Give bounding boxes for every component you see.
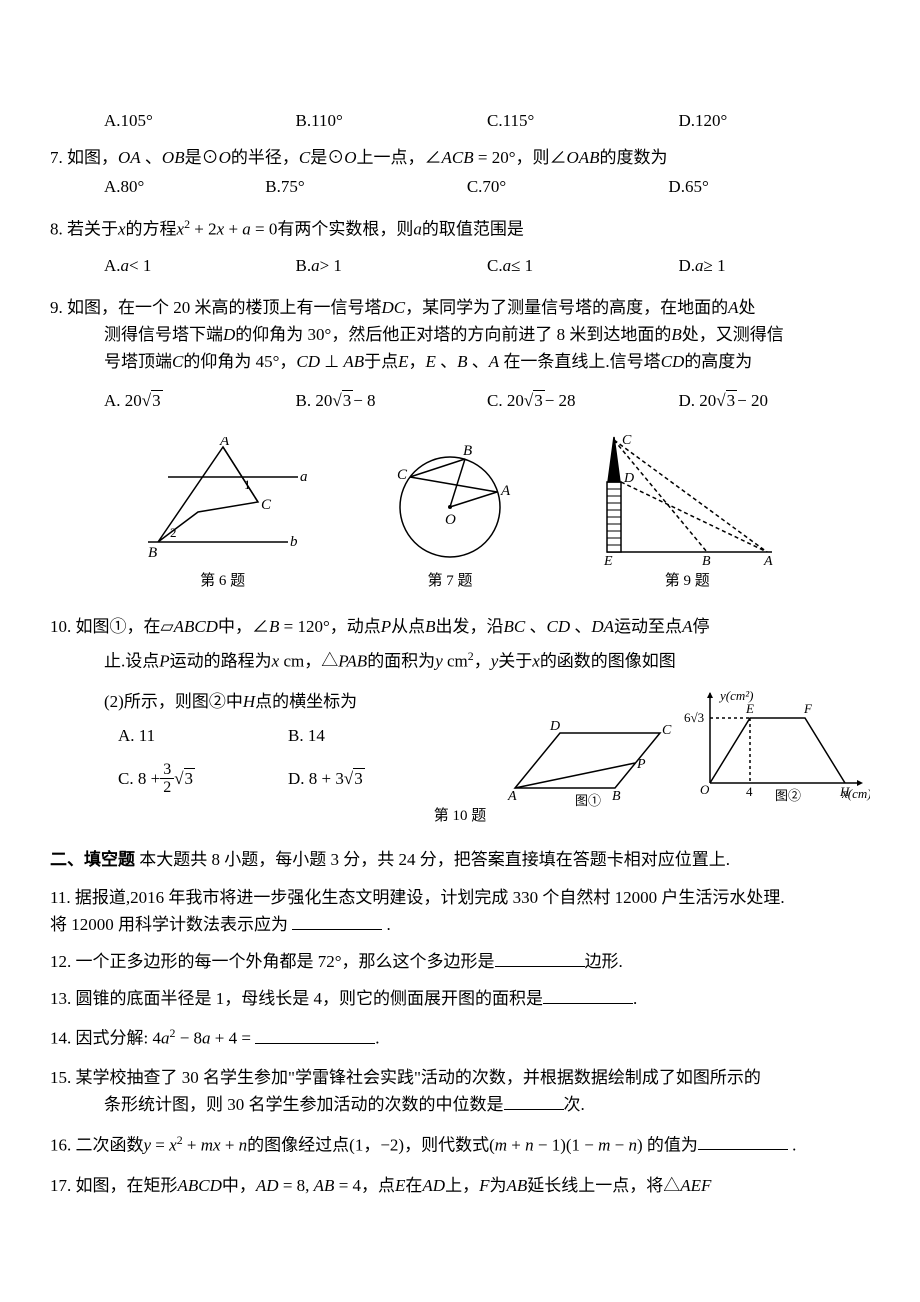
svg-text:2: 2 [170, 525, 177, 540]
option-c: C. 8 + 323 [118, 761, 288, 797]
svg-text:A: A [763, 554, 773, 567]
question-7: 7. 如图，OA 、OB是O的半径，C是O上一点，ACB = 20°，则OAB的… [50, 144, 870, 200]
svg-text:A: A [219, 437, 230, 449]
svg-text:图①: 图① [575, 793, 601, 808]
question-12: 12. 一个正多边形的每一个外角都是 72°，那么这个多边形是边形. [50, 948, 870, 975]
svg-text:B: B [702, 554, 711, 567]
question-10-line1: 10. 如图①，在▱ABCD中，B = 120°，动点P从点B出发，沿BC 、C… [50, 613, 870, 640]
question-11-line2: 将 12000 用科学计数法表示应为 . [50, 911, 870, 938]
option-row: A.80° B.75° C.70° D.65° [50, 173, 870, 200]
svg-text:D: D [623, 471, 634, 486]
svg-text:b: b [290, 534, 298, 550]
option-c: C.70° [467, 173, 669, 200]
option-row: A. 11 B. 14 [50, 722, 500, 749]
option-b: B. a > 1 [296, 252, 488, 279]
figure-7: A B C O 第 7 题 [375, 437, 525, 593]
svg-text:F: F [803, 701, 813, 716]
option-b: B. 203 − 8 [296, 387, 488, 414]
figure-row-1: A B C a b 1 2 第 6 题 [50, 424, 870, 601]
question-10-line3: (2)所示，则图②中H点的横坐标为 [50, 688, 500, 715]
option-c: C. a ≤ 1 [487, 252, 679, 279]
question-9-line2: 测得信号塔下端D的仰角为 30°，然后他正对塔的方向前进了 8 米到达地面的B处… [50, 321, 870, 348]
question-16: 16. 二次函数y = x2 + mx + n的图像经过点(1，−2)，则代数式… [50, 1131, 870, 1159]
svg-text:D: D [549, 719, 560, 734]
svg-text:H: H [839, 784, 850, 799]
option-a: A. 11 [118, 722, 288, 749]
option-d: D.120° [679, 107, 871, 134]
question-10-line2: 止.设点P运动的路程为x cm，PAB的面积为y cm2，y关于x的函数的图像如… [50, 647, 870, 675]
question-6-options: A.105° B.110° C.115° D.120° [50, 107, 870, 134]
option-a: A.105° [104, 107, 296, 134]
option-b: B. 14 [288, 722, 325, 749]
figure-10: A B C D P 图① [500, 688, 870, 808]
svg-text:O: O [445, 512, 456, 528]
figure-9-caption: 第 9 题 [592, 569, 782, 593]
question-9-line3: 号塔顶端C的仰角为 45°，CD ⊥ AB于点E，E 、B 、A 在一条直线上.… [50, 348, 870, 375]
svg-text:C: C [622, 433, 632, 448]
question-11-line1: 11. 据报道,2016 年我市将进一步强化生态文明建设，计划完成 330 个自… [50, 884, 870, 911]
svg-text:C: C [261, 497, 272, 513]
option-d: D. 8 + 33 [288, 765, 365, 792]
svg-text:P: P [636, 757, 646, 772]
option-b: B.110° [296, 107, 488, 134]
svg-text:4: 4 [746, 784, 753, 799]
option-a: A.80° [104, 173, 265, 200]
option-row: A.105° B.110° C.115° D.120° [50, 107, 870, 134]
question-9-line1: 9. 如图，在一个 20 米高的楼顶上有一信号塔DC，某同学为了测量信号塔的高度… [50, 294, 870, 321]
svg-text:B: B [148, 545, 157, 561]
option-row: A. a < 1 B. a > 1 C. a ≤ 1 D. a ≥ 1 [50, 252, 870, 279]
option-d: D. a ≥ 1 [679, 252, 871, 279]
section-2-header: 二、填空题 本大题共 8 小题，每小题 3 分，共 24 分，把答案直接填在答题… [50, 846, 870, 873]
figure-9: C D E B A 第 9 题 [592, 432, 782, 593]
svg-text:E: E [745, 701, 754, 716]
question-9: 9. 如图，在一个 20 米高的楼顶上有一信号塔DC，某同学为了测量信号塔的高度… [50, 294, 870, 415]
option-a: A. a < 1 [104, 252, 296, 279]
svg-text:E: E [603, 554, 613, 567]
svg-text:B: B [612, 789, 621, 804]
question-8-stem: 8. 若关于x的方程x2 + 2x + a = 0有两个实数根，则a的取值范围是 [50, 215, 870, 243]
svg-text:O: O [700, 782, 710, 797]
question-15: 15. 某学校抽查了 30 名学生参加"学雷锋社会实践"活动的次数，并根据数据绘… [50, 1064, 870, 1118]
question-11: 11. 据报道,2016 年我市将进一步强化生态文明建设，计划完成 330 个自… [50, 884, 870, 938]
option-a: A. 203 [104, 387, 296, 414]
svg-text:图②: 图② [775, 788, 801, 803]
question-8: 8. 若关于x的方程x2 + 2x + a = 0有两个实数根，则a的取值范围是… [50, 215, 870, 280]
figure-6-caption: 第 6 题 [138, 569, 308, 593]
option-c: C. 203 − 28 [487, 387, 679, 414]
option-d: D. 203 − 20 [679, 387, 871, 414]
question-15-line1: 15. 某学校抽查了 30 名学生参加"学雷锋社会实践"活动的次数，并根据数据绘… [50, 1064, 870, 1091]
svg-text:a: a [300, 469, 308, 485]
option-row: C. 8 + 323 D. 8 + 33 [50, 761, 500, 797]
svg-text:A: A [507, 789, 517, 804]
question-17: 17. 如图，在矩形ABCD中，AD = 8, AB = 4，点E在AD上，F为… [50, 1172, 870, 1199]
svg-text:C: C [397, 467, 408, 483]
option-b: B.75° [265, 173, 467, 200]
svg-text:A: A [500, 483, 511, 499]
figure-6: A B C a b 1 2 第 6 题 [138, 437, 308, 593]
question-15-line2: 条形统计图，则 30 名学生参加活动的次数的中位数是次. [50, 1091, 870, 1118]
question-10: 10. 如图①，在▱ABCD中，B = 120°，动点P从点B出发，沿BC 、C… [50, 613, 870, 828]
option-c: C.115° [487, 107, 679, 134]
option-d: D.65° [668, 173, 870, 200]
svg-text:1: 1 [244, 477, 251, 492]
option-row: A. 203 B. 203 − 8 C. 203 − 28 D. 203 − 2… [50, 387, 870, 414]
svg-text:6√3: 6√3 [684, 710, 704, 725]
question-13: 13. 圆锥的底面半径是 1，母线长是 4，则它的侧面展开图的面积是. [50, 985, 870, 1012]
question-7-stem: 7. 如图，OA 、OB是O的半径，C是O上一点，ACB = 20°，则OAB的… [50, 144, 870, 171]
figure-7-caption: 第 7 题 [375, 569, 525, 593]
svg-text:B: B [463, 443, 472, 459]
question-14: 14. 因式分解: 4a2 − 8a + 4 = . [50, 1024, 870, 1052]
svg-text:C: C [662, 723, 672, 738]
